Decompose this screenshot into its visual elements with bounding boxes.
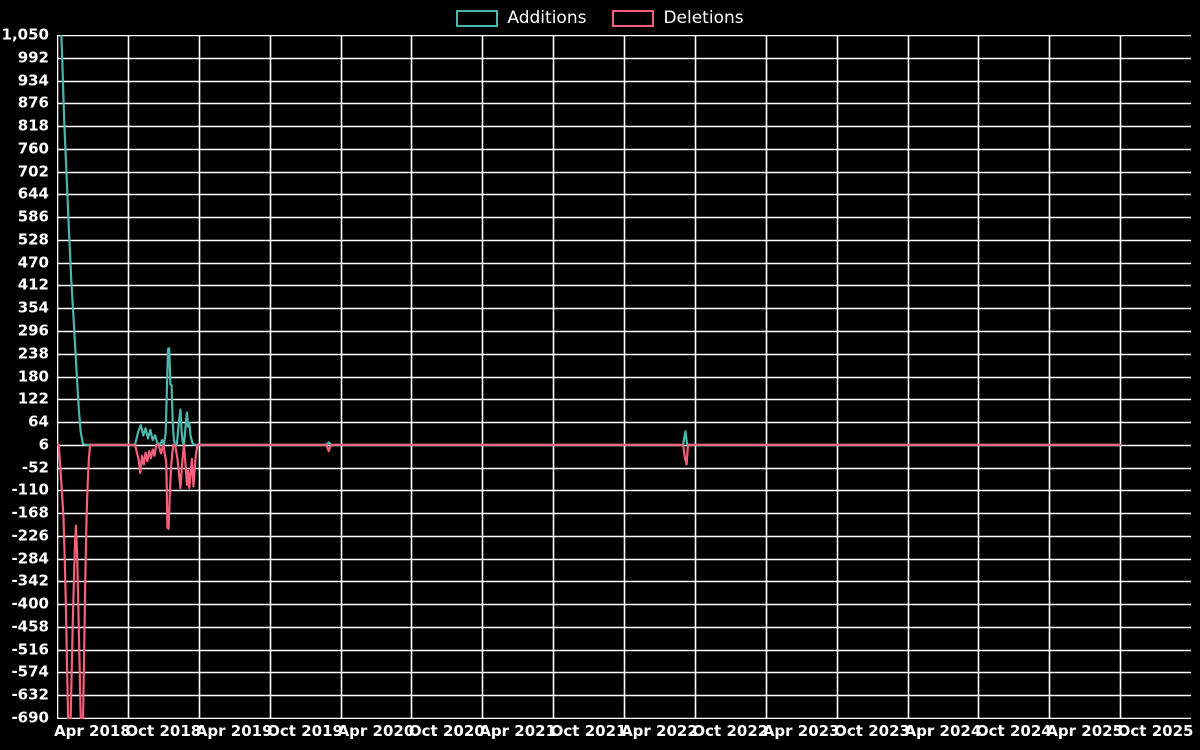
y-axis-tick-label: -400 <box>11 594 49 613</box>
x-axis-tick-label: Oct 2019 <box>267 722 343 740</box>
x-axis-labels: Apr 2018 Oct 2018 Apr 2019 Oct 2019 Apr 2020… <box>0 724 1200 750</box>
y-axis-tick-label: 470 <box>17 253 49 272</box>
y-axis-tick-label: 760 <box>17 139 49 158</box>
y-axis-tick-label: -574 <box>11 662 49 681</box>
y-axis-tick-label: 412 <box>17 275 49 294</box>
legend-swatch-additions <box>456 9 499 27</box>
y-axis-tick-label: 644 <box>17 184 49 203</box>
x-axis-tick-label: Oct 2023 <box>834 722 910 740</box>
series-line-additions[interactable] <box>57 35 1122 446</box>
x-axis-tick-label: Oct 2025 <box>1117 722 1194 740</box>
y-axis-tick-label: 992 <box>17 48 49 67</box>
y-axis-tick-label: 238 <box>17 344 49 363</box>
chart-svg <box>57 35 1191 719</box>
y-axis-tick-label: -110 <box>11 480 49 499</box>
x-axis-tick-label: Apr 2024 <box>904 722 982 740</box>
x-axis-tick-label: Apr 2022 <box>621 722 698 740</box>
y-axis-tick-label: 702 <box>17 162 49 181</box>
x-axis-tick-label: Apr 2023 <box>762 722 840 740</box>
y-axis-tick-label: -458 <box>11 617 49 636</box>
y-axis-tick-label: 180 <box>17 367 49 385</box>
legend-item-deletions[interactable]: Deletions <box>612 8 744 28</box>
series-line-deletions[interactable] <box>57 443 1122 719</box>
plot-area <box>57 35 1191 719</box>
x-axis-tick-label: Oct 2020 <box>408 722 485 740</box>
x-axis-tick-label: Apr 2021 <box>479 722 557 740</box>
legend-label-additions: Additions <box>507 8 587 28</box>
x-axis-tick-label: Apr 2020 <box>337 722 415 740</box>
grid-lines <box>57 35 1191 719</box>
series-lines <box>57 35 1122 719</box>
legend-swatch-deletions <box>612 9 655 27</box>
y-axis-tick-label: 528 <box>17 230 49 249</box>
y-axis-labels: 1,050 992 934 876 818 760 702 644 586 528 470 412 35… <box>0 0 49 750</box>
y-axis-tick-label: 818 <box>17 116 49 135</box>
y-axis-tick-label: 1,050 <box>1 25 49 44</box>
x-axis-tick-label: Oct 2024 <box>975 722 1052 740</box>
y-axis-tick-label: -342 <box>11 571 49 590</box>
y-axis-tick-label: -52 <box>21 458 49 477</box>
legend-label-deletions: Deletions <box>663 8 744 28</box>
y-axis-tick-label: 354 <box>17 298 49 317</box>
x-axis-tick-label: Oct 2021 <box>550 722 627 740</box>
x-axis-tick-label: Oct 2018 <box>125 722 202 740</box>
y-axis-tick-label: 64 <box>28 412 49 431</box>
y-axis-tick-label: 122 <box>17 389 49 408</box>
chart-legend: Additions Deletions <box>0 6 1200 30</box>
x-axis-tick-label: Apr 2018 <box>54 722 131 740</box>
x-axis-tick-label: Apr 2025 <box>1046 722 1124 740</box>
y-axis-tick-label: -690 <box>11 708 49 727</box>
y-axis-tick-label: -284 <box>11 549 49 568</box>
y-axis-tick-label: -226 <box>11 526 49 545</box>
y-axis-tick-label: -632 <box>11 685 49 704</box>
y-axis-tick-label: -516 <box>11 640 49 659</box>
y-axis-tick-label: 876 <box>17 93 49 112</box>
y-axis-tick-label: -168 <box>11 503 49 522</box>
y-axis-tick-label: 296 <box>17 321 49 340</box>
x-axis-tick-label: Apr 2019 <box>195 722 273 740</box>
y-axis-tick-label: 6 <box>38 435 49 454</box>
legend-item-additions[interactable]: Additions <box>456 8 586 28</box>
x-axis-tick-label: Oct 2022 <box>692 722 769 740</box>
y-axis-tick-label: 934 <box>17 71 49 90</box>
y-axis-tick-label: 586 <box>17 207 49 226</box>
